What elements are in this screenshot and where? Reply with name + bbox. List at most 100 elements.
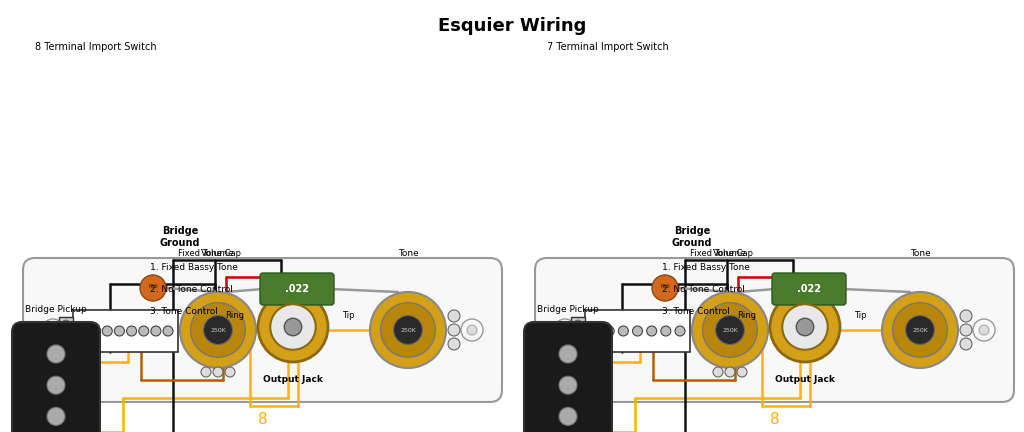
Circle shape — [285, 318, 302, 336]
Circle shape — [979, 325, 989, 335]
Circle shape — [716, 315, 744, 344]
Circle shape — [574, 320, 582, 328]
Circle shape — [48, 325, 58, 335]
Text: .022: .022 — [285, 284, 309, 294]
Text: 250K: 250K — [722, 327, 738, 333]
FancyBboxPatch shape — [535, 258, 1014, 402]
Text: 2. No Tone Control: 2. No Tone Control — [150, 285, 232, 293]
Text: R06: R06 — [660, 283, 670, 289]
FancyBboxPatch shape — [12, 322, 100, 432]
Circle shape — [725, 367, 735, 377]
Circle shape — [574, 334, 582, 342]
Circle shape — [961, 324, 972, 336]
Bar — [585, 310, 690, 352]
Text: 8 Terminal Import Switch: 8 Terminal Import Switch — [35, 42, 157, 52]
Text: 3. Tone Control: 3. Tone Control — [662, 306, 730, 315]
Circle shape — [618, 326, 629, 336]
Circle shape — [647, 326, 656, 336]
Circle shape — [973, 319, 995, 341]
Circle shape — [163, 326, 173, 336]
Circle shape — [893, 303, 947, 357]
Circle shape — [633, 326, 642, 336]
Circle shape — [47, 345, 65, 363]
Circle shape — [62, 334, 70, 342]
Bar — [73, 310, 178, 352]
Circle shape — [467, 325, 477, 335]
Circle shape — [90, 326, 100, 336]
Circle shape — [42, 319, 63, 341]
Text: Volume: Volume — [713, 250, 746, 258]
Circle shape — [62, 320, 70, 328]
FancyBboxPatch shape — [772, 273, 846, 305]
FancyBboxPatch shape — [524, 322, 612, 432]
Text: 250K: 250K — [210, 327, 226, 333]
Circle shape — [270, 304, 315, 350]
Circle shape — [559, 345, 577, 363]
Circle shape — [559, 376, 577, 394]
Circle shape — [258, 292, 328, 362]
Circle shape — [127, 326, 136, 336]
Text: Tone: Tone — [397, 250, 419, 258]
Circle shape — [652, 275, 678, 301]
Circle shape — [692, 292, 768, 368]
Circle shape — [737, 367, 746, 377]
Text: Output Jack: Output Jack — [775, 375, 835, 384]
Circle shape — [393, 315, 423, 344]
Circle shape — [461, 319, 483, 341]
Text: Volume: Volume — [201, 250, 234, 258]
Circle shape — [713, 367, 723, 377]
Circle shape — [770, 292, 840, 362]
Text: R06: R06 — [148, 283, 158, 289]
Bar — [59, 317, 73, 345]
Circle shape — [78, 326, 88, 336]
Circle shape — [702, 303, 758, 357]
Circle shape — [449, 338, 460, 350]
Text: Tip: Tip — [342, 311, 354, 320]
Circle shape — [882, 292, 958, 368]
Circle shape — [204, 315, 232, 344]
Text: 3. Tone Control: 3. Tone Control — [150, 306, 218, 315]
Text: 250K: 250K — [400, 327, 416, 333]
Circle shape — [559, 407, 577, 426]
Text: 1. Fixed Bassy Tone: 1. Fixed Bassy Tone — [150, 263, 238, 271]
Text: 250K: 250K — [912, 327, 928, 333]
Circle shape — [961, 338, 972, 350]
Text: Esquier Wiring: Esquier Wiring — [438, 17, 586, 35]
Text: Tone: Tone — [909, 250, 931, 258]
Circle shape — [201, 367, 211, 377]
FancyBboxPatch shape — [23, 258, 502, 402]
Circle shape — [560, 325, 570, 335]
Circle shape — [190, 303, 246, 357]
Text: Fixed Tone Cap: Fixed Tone Cap — [690, 250, 754, 258]
Circle shape — [590, 326, 600, 336]
Circle shape — [47, 376, 65, 394]
Text: Bridge
Ground: Bridge Ground — [672, 226, 713, 248]
Circle shape — [381, 303, 435, 357]
Text: Output Jack: Output Jack — [263, 375, 323, 384]
FancyBboxPatch shape — [260, 273, 334, 305]
Circle shape — [151, 326, 161, 336]
Circle shape — [449, 324, 460, 336]
Circle shape — [782, 304, 827, 350]
Text: Bridge Pickup: Bridge Pickup — [26, 305, 87, 314]
Text: 1. Fixed Bassy Tone: 1. Fixed Bassy Tone — [662, 263, 750, 271]
Text: 8: 8 — [770, 413, 779, 428]
Bar — [571, 317, 585, 345]
Circle shape — [449, 310, 460, 322]
Circle shape — [102, 326, 113, 336]
Text: 8: 8 — [258, 413, 267, 428]
Text: 2. No Tone Control: 2. No Tone Control — [662, 285, 744, 293]
Circle shape — [554, 319, 575, 341]
Text: Bridge Pickup: Bridge Pickup — [538, 305, 599, 314]
Text: Ring: Ring — [225, 311, 244, 320]
Text: 7 Terminal Import Switch: 7 Terminal Import Switch — [547, 42, 669, 52]
Text: Bridge
Ground: Bridge Ground — [160, 226, 201, 248]
Text: Fixed Tone Cap: Fixed Tone Cap — [178, 250, 242, 258]
Circle shape — [180, 292, 256, 368]
Circle shape — [961, 310, 972, 322]
Circle shape — [370, 292, 446, 368]
Circle shape — [47, 407, 65, 426]
Text: .022: .022 — [797, 284, 821, 294]
Circle shape — [138, 326, 148, 336]
Circle shape — [675, 326, 685, 336]
